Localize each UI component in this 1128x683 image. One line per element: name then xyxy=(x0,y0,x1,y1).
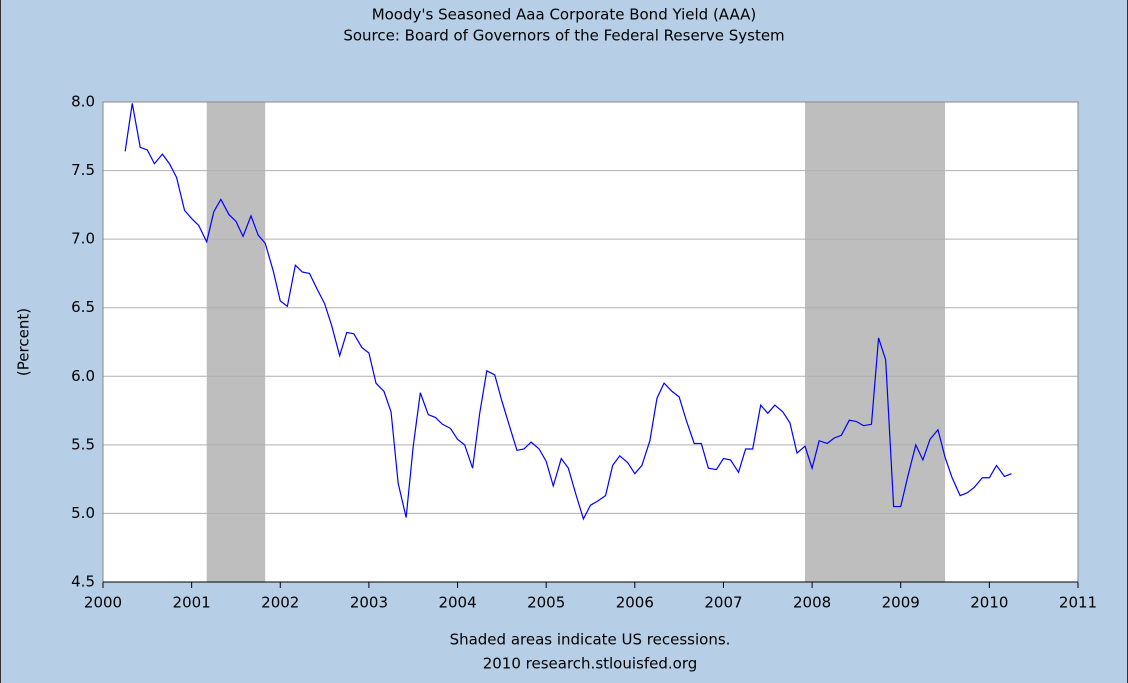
x-tick-label: 2008 xyxy=(793,594,831,612)
x-tick-label: 2011 xyxy=(1059,594,1097,612)
x-tick-label: 2004 xyxy=(438,594,476,612)
x-tick-label: 2003 xyxy=(350,594,388,612)
x-tick-label: 2009 xyxy=(882,594,920,612)
y-tick-label: 8.0 xyxy=(71,93,95,111)
x-tick-label: 2007 xyxy=(704,594,742,612)
y-tick-label: 7.5 xyxy=(71,161,95,179)
chart-subtitle: Source: Board of Governors of the Federa… xyxy=(343,27,784,45)
x-tick-label: 2006 xyxy=(616,594,654,612)
x-tick-label: 2002 xyxy=(261,594,299,612)
y-tick-label: 5.0 xyxy=(71,504,95,522)
recession-band xyxy=(206,102,266,582)
data-line xyxy=(124,103,1012,521)
y-tick-label: 6.0 xyxy=(71,367,95,385)
y-axis-label: (Percent) xyxy=(15,308,33,376)
credit: 2010 research.stlouisfed.org xyxy=(483,655,698,673)
y-tick-label: 7.0 xyxy=(71,230,95,248)
recession-band xyxy=(805,102,946,582)
x-tick-label: 2000 xyxy=(84,594,122,612)
x-tick-label: 2005 xyxy=(527,594,565,612)
x-tick-label: 2010 xyxy=(970,594,1008,612)
y-tick-label: 6.5 xyxy=(71,298,95,316)
footnote: Shaded areas indicate US recessions. xyxy=(450,631,731,649)
chart-title: Moody's Seasoned Aaa Corporate Bond Yiel… xyxy=(372,6,757,24)
y-tick-label: 5.5 xyxy=(71,435,95,453)
y-tick-label: 4.5 xyxy=(71,573,95,591)
x-tick-label: 2001 xyxy=(173,594,211,612)
